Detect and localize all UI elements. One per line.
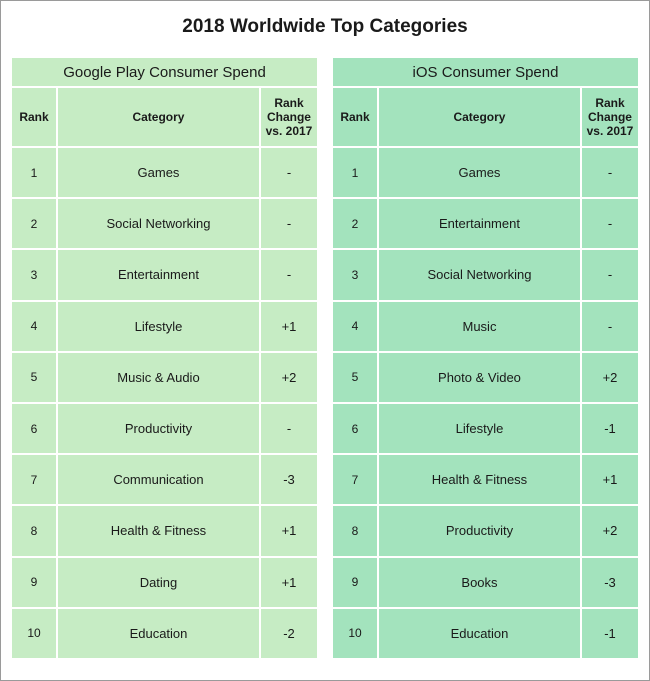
rank-cell: 3 bbox=[331, 248, 379, 302]
ios-table: iOS Consumer Spend Rank Category Rank Ch… bbox=[331, 56, 641, 661]
google-play-table-body: 1 Games -2 Social Networking -3 Entertainment… bbox=[10, 145, 320, 661]
rank-change-cell: - bbox=[258, 248, 320, 302]
table-row: 6 Productivity - bbox=[10, 401, 320, 456]
rank-change-cell: +2 bbox=[579, 350, 641, 404]
table-row: 4 Lifestyle +1 bbox=[10, 299, 320, 353]
rank-cell: 5 bbox=[10, 350, 58, 404]
rank-cell: 10 bbox=[331, 606, 379, 661]
table-row: 9 Books -3 bbox=[331, 555, 641, 609]
column-header-category: Category bbox=[377, 86, 582, 148]
rank-cell: 9 bbox=[331, 555, 379, 609]
rank-change-cell: -1 bbox=[579, 401, 641, 456]
category-cell: Communication bbox=[56, 453, 261, 507]
table-row: 3 Social Networking - bbox=[331, 248, 641, 302]
rank-change-cell: - bbox=[579, 145, 641, 200]
category-cell: Lifestyle bbox=[377, 401, 582, 456]
rank-change-cell: +1 bbox=[258, 504, 320, 558]
category-cell: Games bbox=[377, 145, 582, 200]
google-play-panel-title: Google Play Consumer Spend bbox=[10, 56, 319, 88]
category-cell: Entertainment bbox=[377, 197, 582, 251]
category-cell: Education bbox=[56, 606, 261, 661]
table-row: 8 Productivity +2 bbox=[331, 504, 641, 558]
rank-cell: 2 bbox=[331, 197, 379, 251]
column-header-rank: Rank bbox=[10, 86, 58, 148]
rank-change-cell: - bbox=[258, 145, 320, 200]
rank-cell: 2 bbox=[10, 197, 58, 251]
ios-panel-title: iOS Consumer Spend bbox=[331, 56, 640, 88]
table-row: 10 Education -2 bbox=[10, 606, 320, 661]
category-cell: Books bbox=[377, 555, 582, 609]
rank-change-cell: - bbox=[579, 248, 641, 302]
category-cell: Education bbox=[377, 606, 582, 661]
category-cell: Health & Fitness bbox=[56, 504, 261, 558]
table-row: 7 Health & Fitness +1 bbox=[331, 453, 641, 507]
rank-cell: 6 bbox=[331, 401, 379, 456]
category-cell: Music bbox=[377, 299, 582, 353]
table-row: 6 Lifestyle -1 bbox=[331, 401, 641, 456]
rank-change-cell: - bbox=[258, 197, 320, 251]
category-cell: Music & Audio bbox=[56, 350, 261, 404]
category-cell: Games bbox=[56, 145, 261, 200]
category-cell: Lifestyle bbox=[56, 299, 261, 353]
rank-change-cell: +1 bbox=[258, 555, 320, 609]
category-cell: Productivity bbox=[56, 401, 261, 456]
category-cell: Social Networking bbox=[377, 248, 582, 302]
rank-change-cell: -2 bbox=[258, 606, 320, 661]
rank-cell: 1 bbox=[331, 145, 379, 200]
ios-table-body: 1 Games -2 Entertainment -3 Social Networking… bbox=[331, 145, 641, 661]
rank-cell: 8 bbox=[10, 504, 58, 558]
table-row: 5 Music & Audio +2 bbox=[10, 350, 320, 404]
rank-cell: 10 bbox=[10, 606, 58, 661]
category-cell: Social Networking bbox=[56, 197, 261, 251]
rank-cell: 4 bbox=[10, 299, 58, 353]
rank-cell: 8 bbox=[331, 504, 379, 558]
column-header-rank-change: Rank Change vs. 2017 bbox=[258, 86, 320, 148]
ios-panel: iOS Consumer Spend Rank Category Rank Ch… bbox=[331, 56, 641, 661]
category-cell: Health & Fitness bbox=[377, 453, 582, 507]
column-header-rank: Rank bbox=[331, 86, 379, 148]
rank-change-cell: +1 bbox=[258, 299, 320, 353]
table-row: 4 Music - bbox=[331, 299, 641, 353]
table-row: 8 Health & Fitness +1 bbox=[10, 504, 320, 558]
rank-change-cell: +2 bbox=[258, 350, 320, 404]
rank-change-cell: +2 bbox=[579, 504, 641, 558]
category-cell: Productivity bbox=[377, 504, 582, 558]
google-play-table: Google Play Consumer Spend Rank Category… bbox=[10, 56, 320, 661]
table-row: 9 Dating +1 bbox=[10, 555, 320, 609]
rank-cell: 6 bbox=[10, 401, 58, 456]
rank-cell: 1 bbox=[10, 145, 58, 200]
google-play-panel: Google Play Consumer Spend Rank Category… bbox=[10, 56, 320, 661]
rank-cell: 5 bbox=[331, 350, 379, 404]
rank-cell: 7 bbox=[331, 453, 379, 507]
table-row: 3 Entertainment - bbox=[10, 248, 320, 302]
rank-change-cell: - bbox=[579, 299, 641, 353]
rank-change-cell: - bbox=[258, 401, 320, 456]
rank-change-cell: - bbox=[579, 197, 641, 251]
chart-title: 2018 Worldwide Top Categories bbox=[182, 16, 468, 37]
category-cell: Dating bbox=[56, 555, 261, 609]
rank-change-cell: -3 bbox=[579, 555, 641, 609]
column-header-category: Category bbox=[56, 86, 261, 148]
table-row: 10 Education -1 bbox=[331, 606, 641, 661]
rank-cell: 4 bbox=[331, 299, 379, 353]
table-row: 5 Photo & Video +2 bbox=[331, 350, 641, 404]
rank-cell: 7 bbox=[10, 453, 58, 507]
category-cell: Photo & Video bbox=[377, 350, 582, 404]
rank-change-cell: -1 bbox=[579, 606, 641, 661]
rank-change-cell: +1 bbox=[579, 453, 641, 507]
table-row: 2 Social Networking - bbox=[10, 197, 320, 251]
rank-cell: 9 bbox=[10, 555, 58, 609]
rank-change-cell: -3 bbox=[258, 453, 320, 507]
table-row: 1 Games - bbox=[10, 145, 320, 200]
table-row: 2 Entertainment - bbox=[331, 197, 641, 251]
table-row: 1 Games - bbox=[331, 145, 641, 200]
category-cell: Entertainment bbox=[56, 248, 261, 302]
column-header-rank-change: Rank Change vs. 2017 bbox=[579, 86, 641, 148]
table-row: 7 Communication -3 bbox=[10, 453, 320, 507]
rank-cell: 3 bbox=[10, 248, 58, 302]
